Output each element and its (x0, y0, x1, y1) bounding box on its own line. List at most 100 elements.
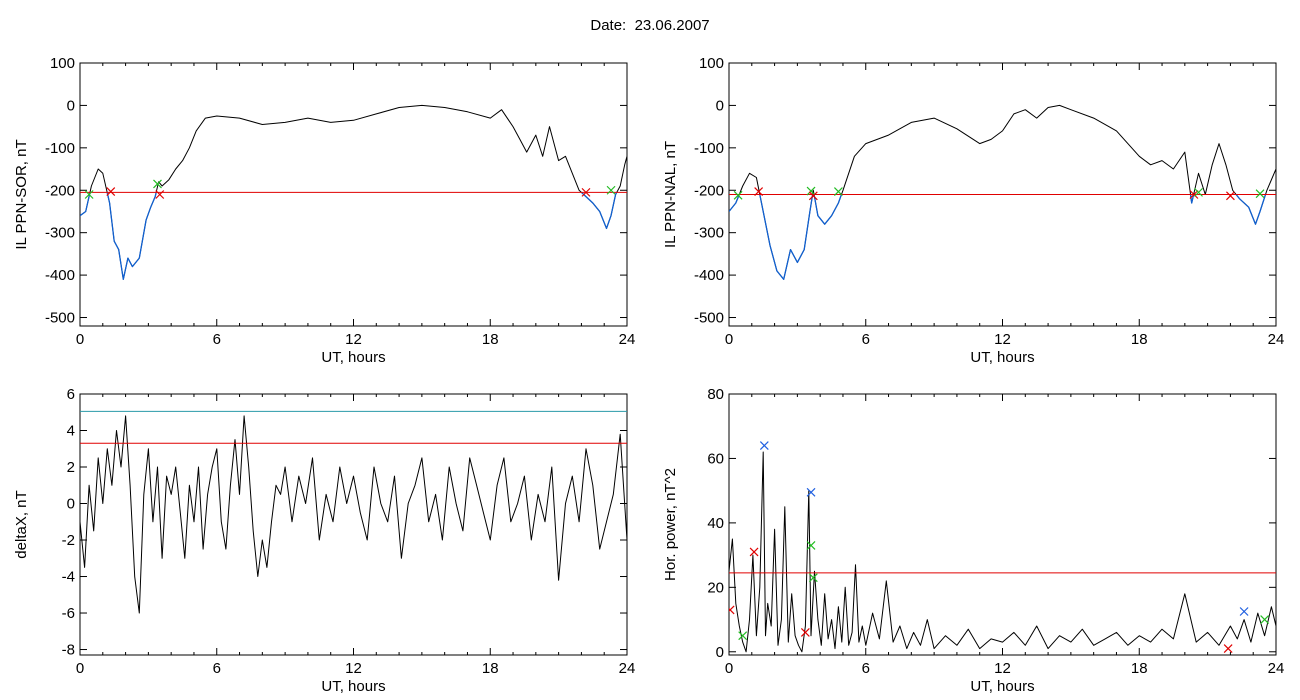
y-tick-label: 60 (707, 450, 724, 467)
y-axis-title: deltaX, nT (13, 490, 30, 558)
x-tick-label: 0 (725, 331, 733, 348)
x-tick-label: 0 (725, 660, 733, 677)
x-tick-label: 0 (76, 331, 84, 348)
y-tick-label: -400 (694, 267, 724, 284)
y-tick-label: -500 (694, 310, 724, 327)
page-title: Date: 23.06.2007 (0, 17, 1300, 34)
chart-panel-1: 0 6 12 18 24 100 0 -100 -200 -300 -400 -500 UT, hour… (13, 55, 635, 366)
chart-panel-3: 0 6 12 18 24 6 4 2 0 -2 -4 -6 -8 UT, hours deltaX, nT (13, 386, 635, 695)
plot-area (729, 104, 1276, 280)
event-marker (806, 541, 816, 550)
y-tick-label: 4 (67, 423, 75, 440)
y-tick-label: -100 (694, 140, 724, 157)
x-tick-label: 0 (76, 660, 84, 677)
y-tick-label: 40 (707, 515, 724, 532)
x-tick-label: 18 (1131, 660, 1148, 677)
event-marker (155, 190, 165, 199)
x-tick-label: 24 (619, 660, 636, 677)
y-tick-label: -100 (45, 140, 75, 157)
x-tick-label: 6 (862, 660, 870, 677)
x-tick-label: 24 (1268, 660, 1285, 677)
chart-panel-4: 0 6 12 18 24 80 60 40 20 0 UT, hours Hor. power, nT… (662, 386, 1284, 695)
series-below-threshold (759, 194, 814, 280)
event-marker (1225, 191, 1235, 201)
y-tick-label: -8 (62, 642, 75, 659)
y-tick-label: -200 (694, 182, 724, 199)
x-tick-label: 6 (862, 331, 870, 348)
event-marker (1194, 187, 1203, 197)
x-tick-label: 24 (619, 331, 636, 348)
series-below-threshold (1235, 194, 1267, 225)
y-tick-label: -2 (62, 532, 75, 549)
x-tick-label: 12 (994, 331, 1011, 348)
y-tick-label: -300 (45, 225, 75, 242)
event-marker (84, 190, 94, 199)
series-below-threshold (813, 194, 843, 225)
plot-area (80, 410, 627, 614)
x-tick-label: 12 (345, 660, 362, 677)
y-tick-label: -4 (62, 569, 75, 586)
x-tick-label: 12 (994, 660, 1011, 677)
series-line (729, 451, 1276, 653)
x-tick-label: 18 (482, 331, 499, 348)
x-axis-title: UT, hours (970, 349, 1034, 366)
y-tick-label: -300 (694, 225, 724, 242)
event-marker (833, 187, 843, 196)
event-marker (606, 185, 616, 195)
x-tick-label: 12 (345, 331, 362, 348)
event-marker (729, 605, 735, 615)
y-tick-label: 0 (67, 496, 75, 513)
y-axis-title: IL PPN-NAL, nT (662, 141, 679, 248)
plot-area (729, 441, 1276, 653)
y-tick-label: -6 (62, 605, 75, 622)
event-marker (106, 187, 116, 196)
event-marker (1189, 190, 1199, 199)
x-axis-title: UT, hours (321, 678, 385, 695)
x-tick-label: 24 (1268, 331, 1285, 348)
series-below-threshold (729, 194, 740, 212)
event-marker (808, 573, 818, 583)
x-tick-label: 18 (482, 660, 499, 677)
y-tick-label: 0 (716, 644, 724, 661)
x-tick-label: 6 (213, 331, 221, 348)
event-marker (153, 179, 162, 189)
chart-panel-2: 0 6 12 18 24 100 0 -100 -200 -300 -400 -500 UT, hour… (662, 55, 1284, 366)
y-axis-title: IL PPN-SOR, nT (13, 139, 30, 249)
y-tick-label: 100 (699, 55, 724, 72)
event-marker (733, 190, 743, 200)
event-marker (800, 628, 810, 637)
event-marker (738, 631, 748, 641)
event-marker (759, 441, 769, 450)
event-marker (754, 187, 764, 196)
date-label: Date: (590, 17, 627, 34)
date-value: 23.06.2007 (634, 17, 710, 34)
plot-frame (79, 62, 628, 327)
event-marker (806, 487, 816, 497)
event-marker (1260, 615, 1270, 624)
series-below-threshold (580, 191, 618, 230)
y-axis-title: Hor. power, nT^2 (662, 468, 679, 581)
x-tick-label: 18 (1131, 331, 1148, 348)
series-below-threshold (106, 192, 157, 280)
event-marker (806, 186, 816, 196)
series-line (729, 104, 1276, 280)
y-tick-label: 20 (707, 579, 724, 596)
y-tick-label: 2 (67, 459, 75, 476)
event-marker (581, 187, 591, 197)
series-below-threshold (80, 192, 91, 217)
y-tick-label: -400 (45, 267, 75, 284)
plot-frame (79, 393, 628, 656)
y-tick-label: 0 (716, 97, 724, 114)
y-tick-label: 6 (67, 386, 75, 403)
event-marker (1239, 607, 1249, 616)
y-tick-label: 80 (707, 386, 724, 403)
y-tick-label: 0 (67, 97, 75, 114)
y-tick-label: 100 (50, 55, 75, 72)
event-marker (1223, 644, 1233, 653)
event-marker (1255, 189, 1265, 199)
event-marker (749, 547, 759, 557)
x-tick-label: 6 (213, 660, 221, 677)
y-tick-label: -200 (45, 182, 75, 199)
event-marker (808, 191, 818, 201)
